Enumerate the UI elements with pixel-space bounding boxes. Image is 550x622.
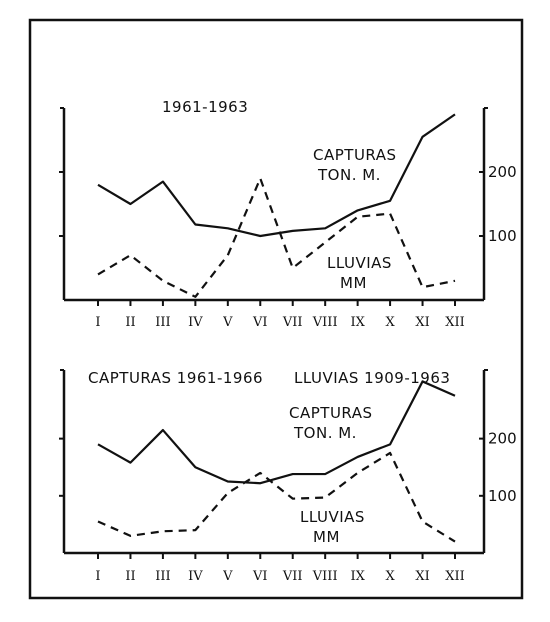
right-tick-label-200: 200 [488,430,517,448]
x-tick-label-IX: IX [350,569,365,584]
x-tick-label-V: V [222,315,233,330]
x-tick-label-VIII: VIII [312,569,338,584]
lluvias-label-line-1: LLUVIAS [300,508,365,526]
capturas-label-line-1: CAPTURAS [313,146,397,164]
x-tick-label-XI: XI [415,315,429,330]
figure-frame [28,18,524,600]
chart-title-title-left: CAPTURAS 1961-1966 [88,369,263,387]
right-tick-label-100: 100 [488,227,517,245]
right-tick-label-200: 200 [488,163,517,181]
capturas-label-line-2: TON. M. [293,424,357,442]
x-tick-label-VI: VI [252,315,268,330]
x-tick-label-IV: IV [188,569,203,584]
x-tick-label-X: X [385,569,395,584]
lluvias-line [97,177,456,298]
x-tick-label-IX: IX [350,315,365,330]
x-tick-label-II: II [125,315,135,330]
chart-title-title: 1961-1963 [162,98,248,116]
right-tick-label-100: 100 [488,487,517,505]
x-tick-label-XI: XI [415,569,429,584]
lluvias-label-line-1: LLUVIAS [327,254,392,272]
capturas-line [97,380,456,485]
x-tick-label-III: III [155,315,170,330]
x-tick-label-VII: VII [282,315,303,330]
x-tick-label-I: I [95,315,100,330]
x-tick-label-III: III [155,569,170,584]
x-tick-label-IV: IV [188,315,203,330]
lluvias-label-line-2: MM [313,528,340,546]
lluvias-label-line-2: MM [340,274,367,292]
x-tick-label-V: V [222,569,233,584]
x-tick-label-VII: VII [282,569,303,584]
chart-title-title-right: LLUVIAS 1909-1963 [294,369,450,387]
x-tick-label-VIII: VIII [312,315,338,330]
x-tick-label-II: II [125,569,135,584]
capturas-label-line-2: TON. M. [317,166,381,184]
x-tick-label-XII: XII [445,315,465,330]
x-tick-label-VI: VI [252,569,268,584]
capturas-label-line-1: CAPTURAS [289,404,373,422]
x-tick-label-X: X [385,315,395,330]
capturas-line [97,113,456,238]
lluvias-line [97,451,456,543]
x-tick-label-I: I [95,569,100,584]
x-tick-label-XII: XII [445,569,465,584]
